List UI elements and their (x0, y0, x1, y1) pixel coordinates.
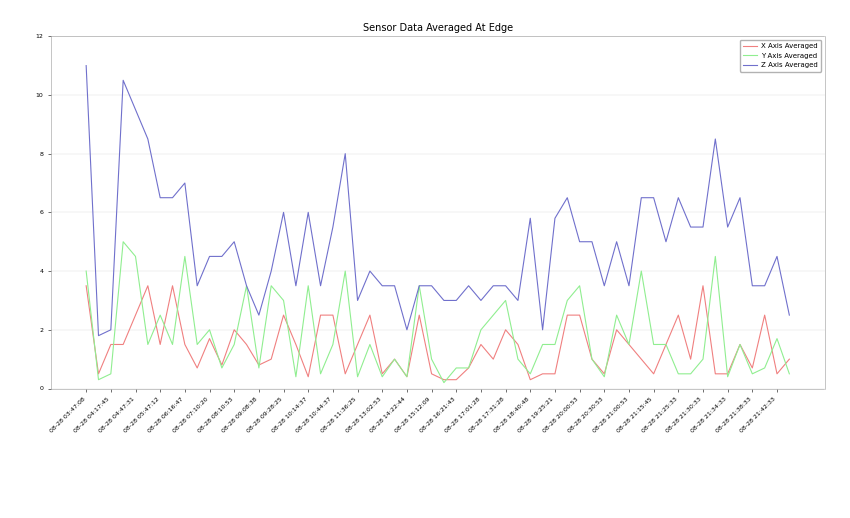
X Axis Averaged (611, 327, 621, 333)
Z Axis Averaged (266, 268, 276, 274)
X Axis Averaged (785, 356, 795, 362)
Z Axis Averaged (562, 195, 572, 201)
Y Axis Averaged (266, 283, 276, 289)
Y Axis Averaged (118, 239, 128, 245)
Legend: X Axis Averaged, Y Axis Averaged, Z Axis Averaged: X Axis Averaged, Y Axis Averaged, Z Axis… (740, 40, 821, 71)
X Axis Averaged (254, 362, 264, 368)
Line: Y Axis Averaged: Y Axis Averaged (86, 242, 790, 383)
X Axis Averaged (81, 283, 91, 289)
Y Axis Averaged (698, 356, 708, 362)
Z Axis Averaged (785, 312, 795, 318)
Y Axis Averaged (439, 380, 449, 386)
X Axis Averaged (686, 356, 696, 362)
Y Axis Averaged (760, 365, 770, 371)
Z Axis Averaged (81, 63, 91, 69)
Y Axis Averaged (624, 341, 634, 348)
Z Axis Averaged (611, 239, 621, 245)
Y Axis Averaged (81, 268, 91, 274)
Line: X Axis Averaged: X Axis Averaged (86, 286, 790, 380)
Y Axis Averaged (254, 365, 264, 371)
Z Axis Averaged (254, 312, 264, 318)
Y Axis Averaged (785, 371, 795, 377)
Z Axis Averaged (686, 224, 696, 230)
Title: Sensor Data Averaged At Edge: Sensor Data Averaged At Edge (363, 23, 513, 33)
Z Axis Averaged (760, 283, 770, 289)
X Axis Averaged (241, 341, 252, 348)
X Axis Averaged (439, 377, 449, 383)
Y Axis Averaged (575, 283, 585, 289)
X Axis Averaged (562, 312, 572, 318)
Line: Z Axis Averaged: Z Axis Averaged (86, 66, 790, 336)
Z Axis Averaged (94, 333, 104, 339)
X Axis Averaged (760, 312, 770, 318)
